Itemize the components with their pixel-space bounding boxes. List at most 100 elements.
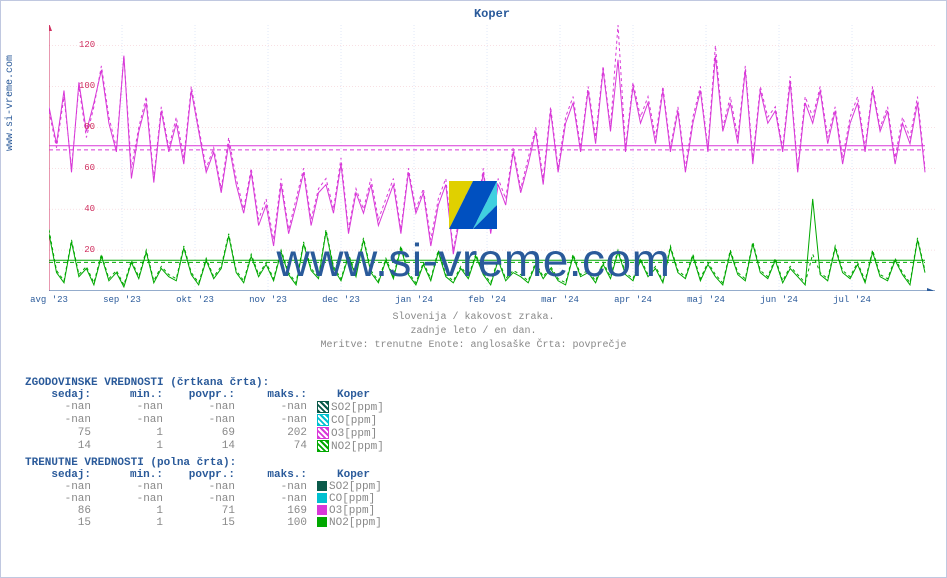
cell-povpr: 15 xyxy=(169,517,241,529)
cell-maks: 100 xyxy=(241,517,313,529)
param-cell: NO2[ppm] xyxy=(313,440,390,453)
table-row: 1411474NO2[ppm] xyxy=(25,440,390,453)
y-tick-label: 40 xyxy=(79,204,95,214)
footer-line-1: Slovenija / kakovost zraka. xyxy=(1,311,946,325)
cell-min: 1 xyxy=(97,440,169,453)
y-axis-label: www.si-vreme.com xyxy=(5,55,16,151)
param-cell: SO2[ppm] xyxy=(313,481,388,493)
param-label: SO2[ppm] xyxy=(331,402,384,414)
cell-min: 1 xyxy=(97,517,169,529)
cell-povpr: 71 xyxy=(169,505,241,517)
chart-footer: Slovenija / kakovost zraka. zadnje leto … xyxy=(1,311,946,353)
x-tick-label: sep '23 xyxy=(103,295,141,305)
cell-povpr: 14 xyxy=(169,440,241,453)
table-row: -nan-nan-nan-nanSO2[ppm] xyxy=(25,481,388,493)
cell-min: -nan xyxy=(97,414,169,427)
series-swatch-icon xyxy=(317,440,329,452)
cell-sedaj: -nan xyxy=(25,401,97,414)
cell-maks: -nan xyxy=(241,414,313,427)
col-header: min.: xyxy=(97,469,169,481)
param-label: O3[ppm] xyxy=(329,505,375,517)
param-label: NO2[ppm] xyxy=(329,517,382,529)
cell-povpr: -nan xyxy=(169,401,241,414)
cell-sedaj: -nan xyxy=(25,493,97,505)
series-swatch-icon xyxy=(317,414,329,426)
param-label: CO[ppm] xyxy=(331,415,377,427)
y-tick-label: 60 xyxy=(79,163,95,173)
param-cell: SO2[ppm] xyxy=(313,401,390,414)
cell-maks: -nan xyxy=(241,401,313,414)
table-row: -nan-nan-nan-nanCO[ppm] xyxy=(25,414,390,427)
station-name: Koper xyxy=(313,469,388,481)
section-header: TRENUTNE VREDNOSTI (polna črta): xyxy=(25,457,390,469)
series-swatch-icon xyxy=(317,427,329,439)
footer-line-3: Meritve: trenutne Enote: anglosaške Črta… xyxy=(1,339,946,353)
chart-title: Koper xyxy=(49,7,935,21)
cell-maks: -nan xyxy=(241,493,313,505)
cell-sedaj: 86 xyxy=(25,505,97,517)
x-tick-label: jan '24 xyxy=(395,295,433,305)
col-header: sedaj: xyxy=(25,469,97,481)
col-header: sedaj: xyxy=(25,389,97,401)
chart-frame: www.si-vreme.com Koper 20406080100120avg… xyxy=(0,0,947,578)
y-tick-label: 20 xyxy=(79,245,95,255)
section-header: ZGODOVINSKE VREDNOSTI (črtkana črta): xyxy=(25,377,390,389)
param-cell: O3[ppm] xyxy=(313,427,390,440)
cell-sedaj: 14 xyxy=(25,440,97,453)
x-tick-label: jun '24 xyxy=(760,295,798,305)
col-header: povpr.: xyxy=(169,469,241,481)
x-tick-label: nov '23 xyxy=(249,295,287,305)
x-tick-label: okt '23 xyxy=(176,295,214,305)
cell-sedaj: -nan xyxy=(25,414,97,427)
col-header: min.: xyxy=(97,389,169,401)
table-row: -nan-nan-nan-nanSO2[ppm] xyxy=(25,401,390,414)
x-tick-label: dec '23 xyxy=(322,295,360,305)
x-tick-label: apr '24 xyxy=(614,295,652,305)
x-tick-label: jul '24 xyxy=(833,295,871,305)
table-row: 75169202O3[ppm] xyxy=(25,427,390,440)
y-tick-label: 100 xyxy=(79,81,95,91)
cell-sedaj: 15 xyxy=(25,517,97,529)
x-tick-label: feb '24 xyxy=(468,295,506,305)
cell-min: -nan xyxy=(97,481,169,493)
param-label: NO2[ppm] xyxy=(331,441,384,453)
cell-povpr: -nan xyxy=(169,414,241,427)
chart-svg xyxy=(49,25,935,291)
data-tables: ZGODOVINSKE VREDNOSTI (črtkana črta):sed… xyxy=(25,377,390,533)
col-header: maks.: xyxy=(241,469,313,481)
cell-sedaj: 75 xyxy=(25,427,97,440)
cell-maks: 169 xyxy=(241,505,313,517)
x-tick-label: mar '24 xyxy=(541,295,579,305)
cell-min: 1 xyxy=(97,505,169,517)
param-label: O3[ppm] xyxy=(331,428,377,440)
param-cell: CO[ppm] xyxy=(313,414,390,427)
x-tick-label: maj '24 xyxy=(687,295,725,305)
table-row: 86171169 O3[ppm] xyxy=(25,505,388,517)
param-cell: CO[ppm] xyxy=(313,493,388,505)
cell-maks: 74 xyxy=(241,440,313,453)
cell-sedaj: -nan xyxy=(25,481,97,493)
chart-area: Koper 20406080100120avg '23sep '23okt '2… xyxy=(49,7,935,303)
col-header: maks.: xyxy=(241,389,313,401)
cell-povpr: -nan xyxy=(169,493,241,505)
footer-line-2: zadnje leto / en dan. xyxy=(1,325,946,339)
cell-maks: 202 xyxy=(241,427,313,440)
x-tick-label: avg '23 xyxy=(30,295,68,305)
y-tick-label: 80 xyxy=(79,122,95,132)
cell-min: -nan xyxy=(97,401,169,414)
col-header: povpr.: xyxy=(169,389,241,401)
param-cell: NO2[ppm] xyxy=(313,517,388,529)
param-cell: O3[ppm] xyxy=(313,505,388,517)
param-label: CO[ppm] xyxy=(329,493,375,505)
cell-povpr: 69 xyxy=(169,427,241,440)
cell-min: -nan xyxy=(97,493,169,505)
series-swatch-icon xyxy=(317,505,327,515)
table-row: -nan-nan-nan-nanCO[ppm] xyxy=(25,493,388,505)
series-swatch-icon xyxy=(317,517,327,527)
series-swatch-icon xyxy=(317,401,329,413)
cell-maks: -nan xyxy=(241,481,313,493)
table-row: 15115100NO2[ppm] xyxy=(25,517,388,529)
cell-povpr: -nan xyxy=(169,481,241,493)
values-table: sedaj:min.:povpr.:maks.:Koper-nan-nan-na… xyxy=(25,469,388,529)
station-name: Koper xyxy=(313,389,390,401)
